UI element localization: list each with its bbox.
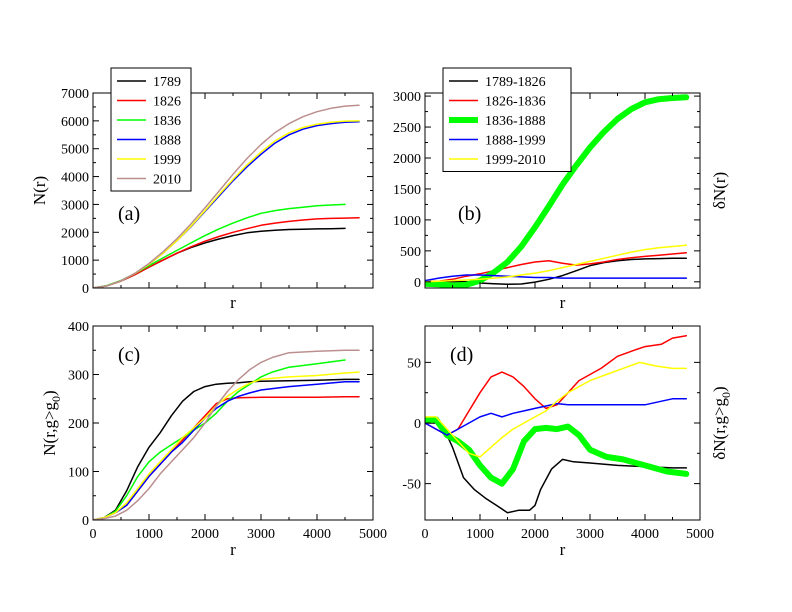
series-line-1789 [93,227,346,288]
x-tick-label: 4000 [631,527,659,542]
series-line-1888-1999 [425,274,688,282]
x-axis-label: r [560,293,566,312]
y-tick-label: 200 [68,417,89,432]
legend-entry: 2010 [153,173,181,188]
y-axis-label-subscript: 0 [719,392,733,398]
series-line-1826-1836 [425,334,688,436]
panel-label: (a) [118,203,140,225]
x-tick-label: 0 [90,527,97,542]
legend-entry: 1826 [153,95,181,110]
legend-entry: 1888 [153,134,181,149]
y-axis-label-close: ) [40,390,59,396]
x-tick-label: 4000 [303,527,331,542]
y-tick-label: 50 [407,356,421,371]
legend-entry: 1836 [153,114,181,129]
y-tick-label: 1500 [393,183,421,198]
series-line-1999-2010 [425,361,688,458]
series-line-1826 [93,396,360,520]
series-line-1888-1999 [425,398,688,436]
y-tick-label: 5000 [61,143,89,158]
x-tick-label: 1000 [135,527,163,542]
panel-label: (c) [118,344,140,366]
series-line-1826 [93,217,360,288]
y-tick-label: 1000 [61,254,89,269]
legend: 1789 1826 1836 1888 1999 2010 [110,67,192,192]
series-line-1836 [93,359,346,520]
y-axis-label: N(r) [30,176,49,205]
legend-entry: 1789 [153,75,181,90]
x-tick-label: 5000 [686,527,714,542]
series-group [425,94,690,288]
y-axis-label: δN(r) [710,172,729,209]
series-line-1999-2010 [425,244,688,283]
x-tick-label: 2000 [521,527,549,542]
series-group [425,334,690,514]
legend-entry: 1999-2010 [485,153,546,168]
series-line-1888 [93,381,360,520]
y-tick-label: 4000 [61,171,89,186]
series-line-1836-1888 [425,94,690,288]
y-tick-label: 300 [68,369,89,384]
x-tick-label: 2000 [191,527,219,542]
legend-entry: 1826-1836 [485,95,546,110]
y-tick-label: 0 [82,282,89,297]
x-tick-label: 1000 [466,527,494,542]
y-tick-label: 100 [68,466,89,481]
x-axis-label: r [230,540,236,559]
y-tick-label: 2000 [61,226,89,241]
x-tick-label: 0 [422,527,429,542]
x-axis-label: r [230,293,236,312]
y-tick-label: 3000 [61,198,89,213]
y-tick-label: 0 [414,276,421,291]
y-axis-label: N(r,g>g0) [40,390,63,455]
series-line-1999 [93,371,360,520]
y-tick-label: 500 [400,245,421,260]
series-line-1826-1836 [425,251,688,283]
series-line-2010 [93,349,360,520]
x-axis-label: r [560,540,566,559]
y-axis-label-main: δN(r,g>g [710,397,729,459]
y-tick-label: 3000 [393,90,421,105]
y-tick-label: 2500 [393,121,421,136]
y-axis-label-main: N(r) [30,176,49,205]
x-tick-label: 5000 [359,527,387,542]
legend-entry: 1888-1999 [485,134,546,149]
y-axis-label-main: N(r,g>g [40,401,59,455]
series-line-1836-1888 [425,416,690,487]
legend-box [110,67,192,192]
legend: 1789-1826 1826-1836 1836-1888 1888-1999 1999… [442,67,572,172]
panel-a: 0 1000 2000 3000 4000 5000 6000 7000 r N(r) (a) 178… [30,67,374,312]
y-tick-label: 1000 [393,214,421,229]
y-tick-label: 7000 [61,87,89,102]
y-tick-label: 2000 [393,152,421,167]
series-line-2010 [93,104,360,288]
y-tick-label: 400 [68,320,89,335]
y-axis-label-close: ) [710,386,729,392]
panel-label: (d) [450,344,473,366]
y-axis-label: δN(r,g>g0) [710,386,733,459]
legend-entry: 1789-1826 [485,75,546,90]
y-tick-label: 0 [82,514,89,529]
series-line-1789 [93,378,360,520]
panel-b: 0 500 1000 1500 2000 2500 3000 r δN(r) (b) 1789-18… [393,67,729,312]
legend-entry: 1836-1888 [485,114,546,129]
series-group [93,349,360,520]
y-tick-label: 6000 [61,115,89,130]
panel-label: (b) [458,203,481,225]
y-tick-label: -50 [402,478,421,493]
series-group [93,104,360,288]
x-tick-label: 3000 [576,527,604,542]
y-axis-label-main: δN(r) [710,172,729,209]
series-line-1789-1826 [425,422,688,514]
y-axis-label-subscript: 0 [49,396,63,402]
y-tick-label: 0 [414,417,421,432]
legend-entry: 1999 [153,153,181,168]
x-tick-label: 3000 [247,527,275,542]
